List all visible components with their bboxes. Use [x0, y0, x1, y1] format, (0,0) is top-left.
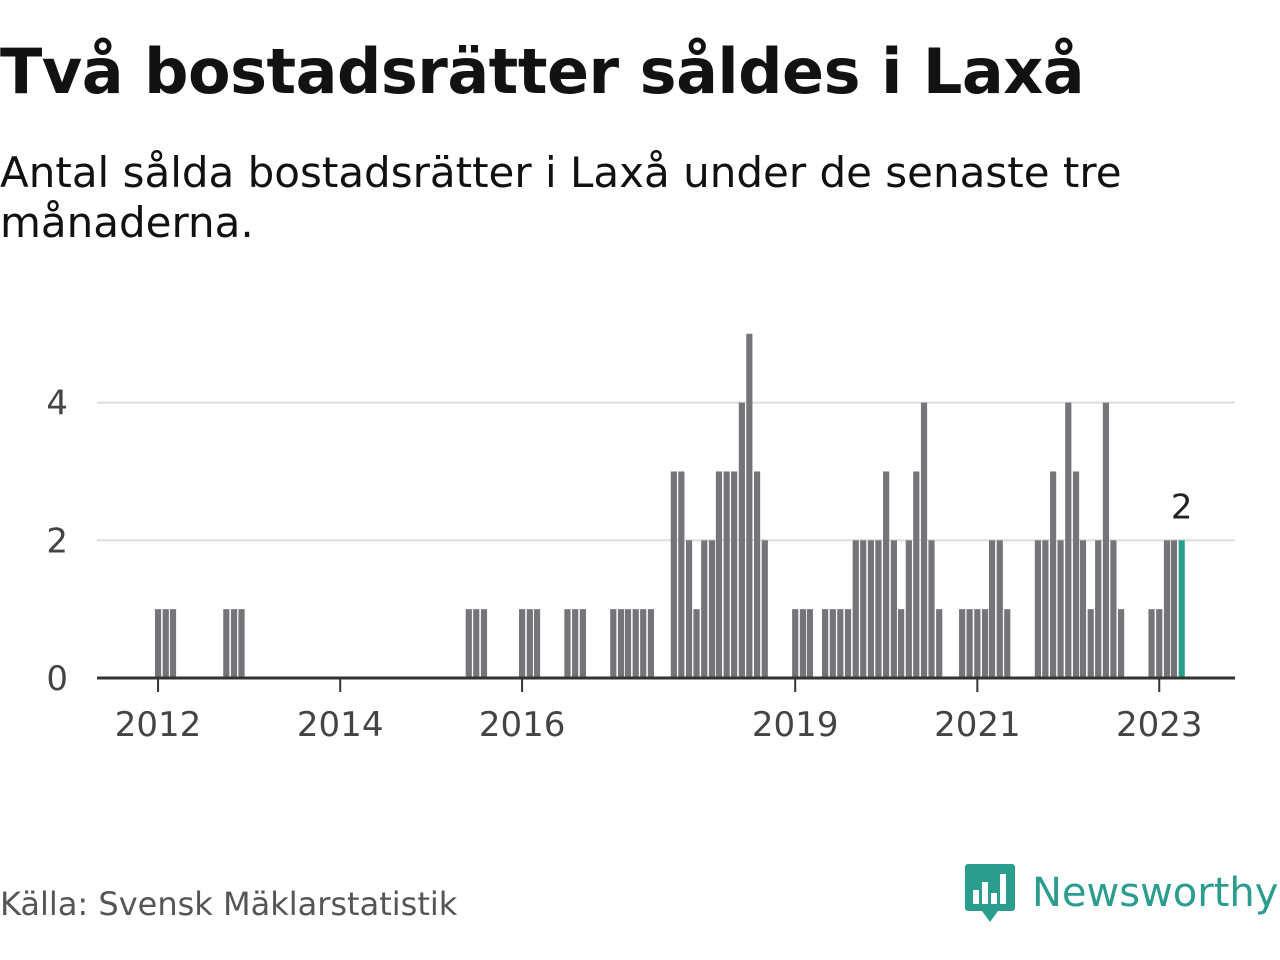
bar	[1042, 540, 1049, 678]
bar	[883, 471, 890, 678]
bar	[837, 609, 844, 678]
bar	[238, 609, 245, 678]
bar-chart-speech-bubble-icon	[965, 864, 1015, 922]
bar	[701, 540, 708, 678]
bar	[1050, 471, 1057, 678]
bar	[959, 609, 966, 678]
bar	[1095, 540, 1102, 678]
bar	[610, 609, 617, 678]
bar	[1118, 609, 1125, 678]
bar	[806, 609, 813, 678]
bar	[1004, 609, 1011, 678]
bar	[480, 609, 488, 678]
bar	[920, 402, 928, 678]
bar	[624, 609, 632, 678]
bar	[640, 609, 647, 678]
bar	[162, 609, 169, 678]
bar	[533, 609, 541, 678]
bar	[693, 609, 700, 678]
x-tick-label: 2016	[479, 705, 566, 745]
bar	[1087, 609, 1094, 678]
bar	[1156, 609, 1163, 678]
labels: 0 2 4 2 2012 2014 2016 2019 2021 2023	[46, 384, 1202, 745]
bar	[966, 609, 973, 678]
bar	[465, 609, 472, 678]
bar	[738, 402, 745, 678]
bar	[617, 609, 625, 678]
axes	[97, 676, 1235, 692]
bar	[898, 609, 905, 678]
x-tick-label: 2014	[297, 705, 384, 745]
bar	[1110, 540, 1117, 678]
bar	[572, 609, 579, 678]
bar	[792, 609, 799, 678]
bar	[981, 609, 989, 678]
latest-value-label: 2	[1171, 487, 1193, 527]
bar	[890, 540, 897, 678]
bar	[1148, 609, 1155, 678]
bar	[223, 609, 230, 678]
bar	[753, 471, 761, 678]
x-tick-label: 2019	[752, 705, 839, 745]
bar	[905, 540, 912, 678]
bar	[1102, 402, 1110, 678]
bar-chart: 0 2 4 2 2012 2014 2016 2019 2021 2023	[0, 300, 1280, 770]
bar	[715, 471, 723, 678]
bar	[723, 471, 730, 678]
bar	[988, 540, 996, 678]
bar	[1170, 540, 1178, 678]
bar	[996, 540, 1003, 678]
bar	[875, 540, 882, 678]
bar	[526, 609, 533, 678]
x-tick-label: 2012	[115, 705, 202, 745]
y-tick-label: 4	[46, 384, 68, 424]
bar	[579, 609, 586, 678]
bar	[844, 609, 852, 678]
bar	[1072, 471, 1080, 678]
bar	[1079, 540, 1087, 678]
bar	[685, 540, 693, 678]
x-tick-label: 2021	[934, 705, 1021, 745]
chart-title: Två bostadsrätter såldes i Laxå	[0, 35, 1085, 108]
bar	[678, 471, 685, 678]
bar	[1065, 402, 1072, 678]
newsworthy-logo: Newsworthy	[964, 862, 1278, 924]
bar	[670, 471, 677, 678]
logo-wordmark: Newsworthy	[1032, 870, 1279, 916]
bar	[928, 540, 935, 678]
bar-latest	[1178, 540, 1185, 678]
bar	[1163, 540, 1171, 678]
bar	[473, 609, 480, 678]
x-tick-label: 2023	[1116, 705, 1203, 745]
bar	[731, 471, 738, 678]
bar	[974, 609, 981, 678]
y-tick-label: 0	[46, 659, 68, 699]
bar	[169, 609, 177, 678]
bar	[867, 540, 875, 678]
bar-chart-svg: 0 2 4 2 2012 2014 2016 2019 2021 2023	[46, 333, 1235, 745]
bar	[708, 540, 716, 678]
bar	[1034, 540, 1041, 678]
bars	[154, 333, 1185, 678]
bar	[822, 609, 829, 678]
bar	[519, 609, 526, 678]
bar	[746, 333, 753, 678]
bar	[852, 540, 859, 678]
bar	[564, 609, 571, 678]
bar	[647, 609, 655, 678]
bar	[154, 609, 162, 678]
gridlines	[97, 401, 1235, 542]
source-note: Källa: Svensk Mäklarstatistik	[0, 885, 458, 923]
bar	[829, 609, 836, 678]
bar	[860, 540, 867, 678]
y-tick-label: 2	[46, 521, 68, 561]
bar	[1057, 540, 1064, 678]
bar	[936, 609, 943, 678]
bar	[913, 471, 920, 678]
bar	[632, 609, 639, 678]
bar	[761, 540, 768, 678]
chart-subtitle: Antal sålda bostadsrätter i Laxå under d…	[0, 148, 1122, 248]
bar	[799, 609, 807, 678]
bar	[230, 609, 238, 678]
